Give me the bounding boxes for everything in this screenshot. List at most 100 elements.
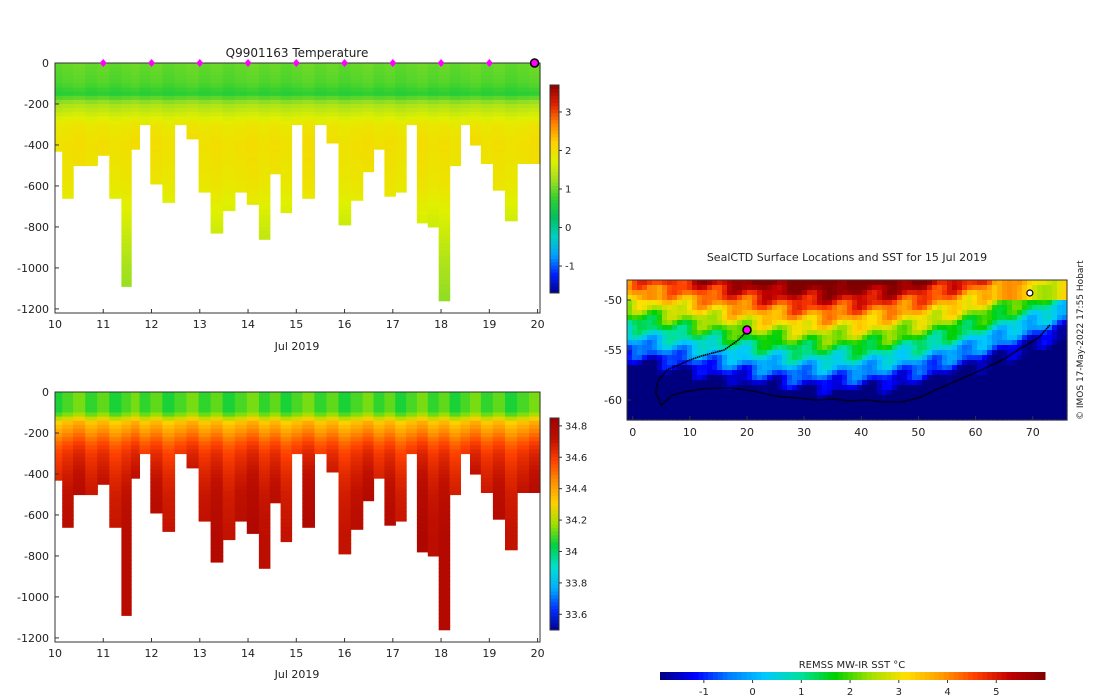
sst-cell [847,380,853,386]
sst-cell [782,285,788,291]
sst-cell [627,305,633,311]
salinity-cell [55,420,63,426]
temperature-cell [302,145,315,150]
temperature-y-tick-label: -800 [24,221,49,234]
temperature-cell [222,140,236,146]
salinity-cell [326,412,340,418]
sst-cell [972,380,978,386]
sst-cell [1022,320,1028,326]
sst-cell [712,365,718,371]
temperature-cell [131,116,140,121]
sst-cell [932,355,938,361]
salinity-cell [62,469,74,475]
sst-cell [992,285,998,291]
salinity-cell [427,547,440,553]
temperature-cell [258,153,271,158]
salinity-cell [438,531,451,536]
sst-cell [1002,290,1008,296]
sst-cell [857,280,863,286]
sst-cell [1052,375,1058,381]
salinity-cell [234,486,248,491]
salinity-colorbar-segment [550,615,559,620]
temperature-cell [427,222,440,228]
sst-cell [832,310,838,316]
salinity-cell [449,428,461,434]
sst-cell [837,360,843,366]
salinity-x-tick-label: 14 [241,647,255,660]
sst-cell [997,375,1003,381]
sst-cell [947,320,953,326]
sst-cell [927,305,933,311]
sst-cell [762,355,768,361]
temperature-cell [258,83,271,89]
temperature-cell [302,95,315,101]
sst-cell [1032,320,1038,326]
temperature-cell [246,198,260,203]
sst-cell [677,390,683,396]
salinity-cell [338,547,352,553]
sst-cell [812,320,818,326]
sst-cell [847,330,853,336]
temperature-cell [150,181,163,185]
salinity-cell [246,441,260,446]
sst-cell [907,350,913,356]
salinity-cell [395,404,407,409]
salinity-cell [73,490,86,496]
temperature-cell [326,104,340,109]
salinity-cell [492,420,506,426]
salinity-cell [505,498,518,504]
salinity-colorbar-segment [550,626,559,631]
sst-cell [897,335,903,341]
salinity-column [302,392,315,528]
salinity-cell [438,424,451,430]
temperature-cell [302,173,315,179]
salinity-cell [210,515,224,520]
temperature-cell [529,153,541,158]
sst-cell [947,280,953,286]
sst-cell [637,295,643,301]
temperature-cell [280,87,293,93]
temperature-cell [186,128,200,134]
temperature-cell [438,235,451,240]
salinity-cell [505,457,518,463]
salinity-cell [55,396,63,401]
sst-cell [907,340,913,346]
temperature-cell [269,145,282,150]
salinity-cell [291,445,303,450]
sst-cell [832,290,838,296]
temperature-cell [529,149,541,154]
sst-cell [797,350,803,356]
temperature-cell [427,140,440,146]
salinity-cell [438,568,451,573]
temperature-cell [460,63,471,68]
sst-cell [632,340,638,346]
salinity-column [62,392,74,528]
sst-cell [1057,290,1063,296]
sst-cell [752,370,758,376]
salinity-cell [492,400,506,405]
sst-cell [927,335,933,341]
temperature-cell [492,145,506,150]
salinity-cell [350,408,364,414]
temperature-cell [395,128,407,134]
temperature-cell [449,63,461,68]
salinity-cell [395,465,407,471]
temperature-cell [222,186,236,191]
sst-cell [662,300,668,306]
temperature-cell [314,116,328,121]
sst-cell [647,360,653,366]
temperature-cell [73,157,86,162]
temperature-cell [338,91,352,97]
temperature-cell [427,186,440,191]
temperature-cell [234,63,248,68]
sst-cell [1017,345,1023,351]
salinity-column [480,392,494,493]
sst-cell [947,380,953,386]
salinity-cell [139,433,151,438]
salinity-cell [150,437,163,442]
sst-cell [872,370,878,376]
sst-cell [677,395,683,401]
sst-cell [822,395,828,401]
temperature-cell [210,190,224,195]
temperature-cell [246,87,260,93]
